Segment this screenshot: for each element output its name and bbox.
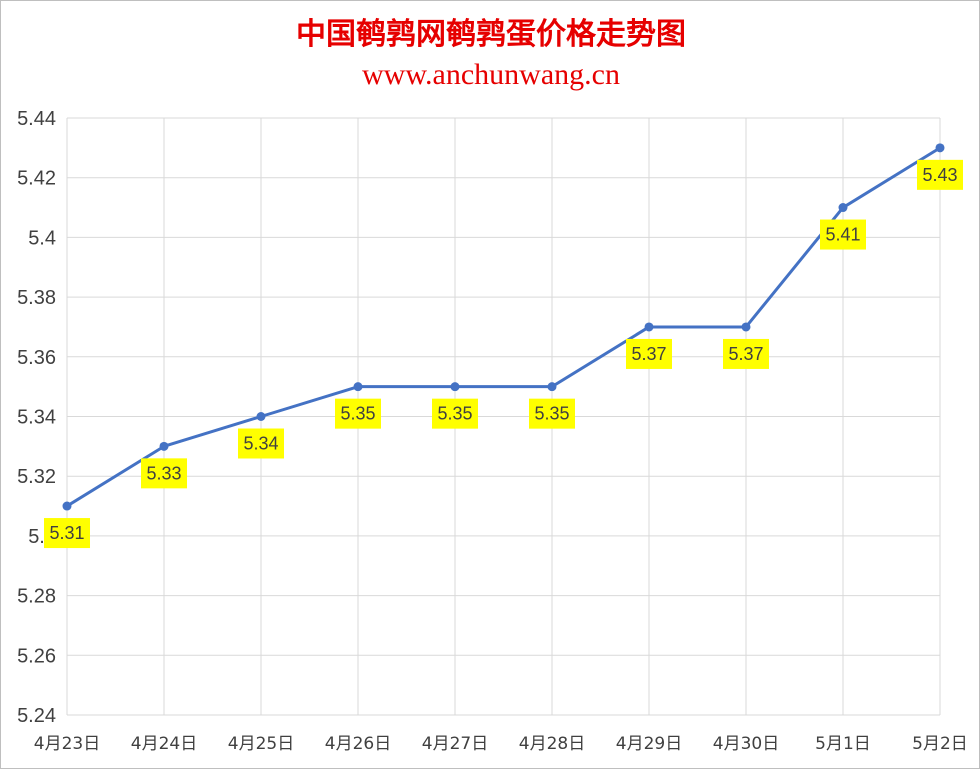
data-label-bg: [335, 398, 381, 429]
data-label-bg: [820, 219, 866, 250]
data-point: [644, 322, 654, 332]
x-tick-label: 4月23日: [34, 734, 100, 754]
data-point: [450, 382, 460, 392]
data-label: 5.41: [825, 225, 860, 245]
data-label-bg: [917, 159, 963, 190]
series-path: [66, 146, 941, 508]
data-label-bg: [529, 398, 575, 429]
y-tick-label: 5.42: [17, 168, 56, 190]
x-tick-label: 4月29日: [616, 734, 682, 754]
x-tick-label: 4月24日: [131, 734, 197, 754]
data-label-bg: [432, 398, 478, 429]
y-tick-label: 5.36: [17, 347, 56, 369]
data-point: [935, 143, 945, 153]
chart-title: 中国鹌鹑网鹌鹑蛋价格走势图: [296, 17, 686, 52]
y-tick-label: 5.32: [17, 466, 56, 488]
y-tick-label: 5.4: [28, 227, 56, 249]
y-tick-label: 5.26: [17, 645, 56, 667]
y-tick-label: 5.24: [17, 705, 56, 727]
data-label: 5.34: [243, 434, 278, 454]
y-tick-label: 5.38: [17, 287, 56, 309]
data-point: [62, 501, 72, 511]
y-tick-label: 5.44: [17, 108, 56, 130]
x-tick-label: 4月25日: [228, 734, 294, 754]
data-label-bg: [626, 338, 672, 369]
data-point: [741, 322, 751, 332]
x-tick-label: 4月30日: [713, 734, 779, 754]
data-label: 5.35: [534, 404, 569, 424]
gridlines: [66, 117, 941, 716]
data-label: 5.37: [631, 344, 666, 364]
data-label-bg: [723, 338, 769, 369]
chart-subtitle: www.anchunwang.cn: [362, 58, 620, 91]
data-labels: 5.31 5.33 5.34 5.35 5.35 5.35 5.37 5.37 5.41 5.43: [44, 159, 963, 549]
data-point: [547, 382, 557, 392]
x-tick-label: 4月28日: [519, 734, 585, 754]
x-tick-label: 4月26日: [325, 734, 391, 754]
y-axis: 5.245.265.285.35.325.345.365.385.45.425.…: [17, 108, 56, 727]
data-point: [353, 382, 363, 392]
data-point: [159, 441, 169, 451]
data-label: 5.43: [922, 165, 957, 185]
data-label: 5.35: [340, 404, 375, 424]
x-tick-label: 5月1日: [815, 734, 871, 754]
data-label: 5.31: [49, 523, 84, 543]
x-tick-label: 4月27日: [422, 734, 488, 754]
y-tick-label: 5.28: [17, 586, 56, 608]
data-label-bg: [238, 428, 284, 459]
x-tick-label: 5月2日: [912, 734, 968, 754]
data-label-bg: [141, 458, 187, 489]
data-label: 5.37: [728, 344, 763, 364]
series-line: [62, 143, 945, 511]
data-point: [838, 203, 848, 213]
y-tick-label: 5.34: [17, 407, 56, 429]
data-label: 5.35: [437, 404, 472, 424]
data-label: 5.33: [146, 463, 181, 483]
data-point: [256, 412, 266, 421]
x-axis: 4月23日 4月24日 4月25日 4月26日 4月27日 4月28日 4月29日 4月30日…: [34, 734, 968, 754]
data-label-bg: [44, 518, 90, 549]
